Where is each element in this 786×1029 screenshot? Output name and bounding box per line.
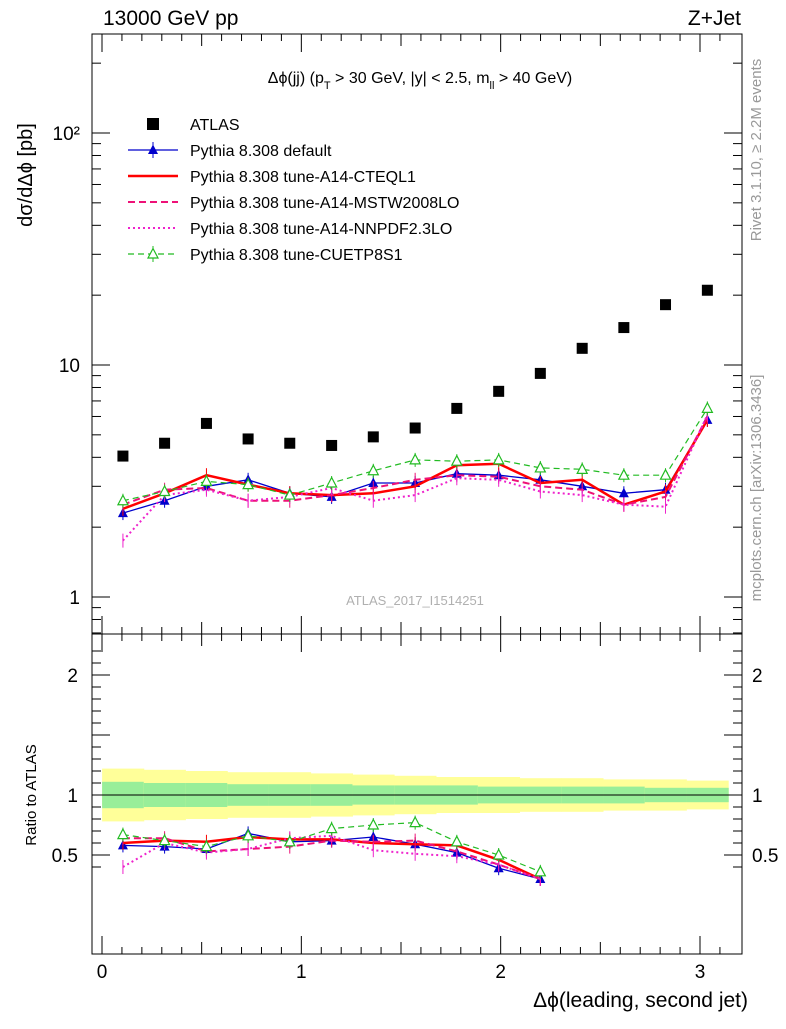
watermark: ATLAS_2017_I1514251	[346, 593, 484, 608]
legend-marker-default	[148, 145, 158, 155]
ratio-ytick-label-right: 0.5	[752, 846, 778, 867]
header-right: Z+Jet	[688, 7, 741, 30]
atlas-point	[326, 440, 337, 451]
xtick-label: 0	[97, 962, 108, 983]
main-point-cuetp8s1	[702, 403, 712, 413]
legend-entry-cuetp8s1: Pythia 8.308 tune-CUETP8S1	[128, 246, 403, 264]
main-ytick-label: 10²	[53, 124, 80, 145]
atlas-point	[243, 433, 254, 444]
atlas-point	[535, 368, 546, 379]
ratio-plot-area	[92, 769, 742, 886]
atlas-point	[660, 299, 671, 310]
main-point-cuetp8s1	[327, 478, 337, 488]
ratio-point-cuetp8s1	[118, 829, 128, 839]
atlas-point	[618, 322, 629, 333]
legend-label-default: Pythia 8.308 default	[190, 143, 332, 160]
side-label-mcplots: mcplots.cern.ch [arXiv:1306.3436]	[748, 375, 765, 602]
ratio-ytick-label-right: 2	[752, 666, 763, 687]
atlas-point	[159, 438, 170, 449]
legend-entry-mstw: Pythia 8.308 tune-A14-MSTW2008LO	[128, 195, 459, 212]
main-point-cuetp8s1	[619, 470, 629, 480]
atlas-point	[493, 386, 504, 397]
legend-entry-atlas: ATLAS	[147, 117, 240, 134]
atlas-point	[117, 451, 128, 462]
y-axis-label-main: dσ/dΔϕ [pb]	[15, 123, 37, 227]
legend-label-cuetp8s1: Pythia 8.308 tune-CUETP8S1	[190, 247, 403, 264]
main-title: Δϕ(jj) (pT > 30 GeV, |y| < 2.5, mll > 40…	[268, 70, 572, 92]
side-label-rivet: Rivet 3.1.10, ≥ 2.2M events	[748, 59, 765, 242]
atlas-point	[451, 403, 462, 414]
atlas-point	[201, 418, 212, 429]
x-axis-label: Δϕ(leading, second jet)	[533, 989, 748, 1012]
legend: ATLAS Pythia 8.308 default Pythia 8.308 tu…	[128, 117, 459, 264]
header-left: 13000 GeV pp	[103, 7, 238, 30]
ratio-panel: 0.5 0.5 1 1 2 2 0 1 2 3	[52, 634, 779, 983]
ratio-point-cuetp8s1	[368, 820, 378, 830]
main-ytick-label: 1	[69, 588, 80, 609]
legend-entry-default: Pythia 8.308 default	[128, 142, 332, 160]
atlas-point	[702, 285, 713, 296]
main-point-cuetp8s1	[452, 456, 462, 466]
ratio-point-cuetp8s1	[410, 817, 420, 827]
main-point-cuetp8s1	[494, 454, 504, 464]
xtick-label: 2	[495, 962, 506, 983]
atlas-point	[410, 423, 421, 434]
legend-label-cteql1: Pythia 8.308 tune-A14-CTEQL1	[190, 169, 416, 186]
legend-marker-cuetp8s1	[148, 249, 158, 259]
ratio-ytick-label-left: 0.5	[52, 846, 78, 867]
main-point-cuetp8s1	[661, 470, 671, 480]
main-point-cuetp8s1	[410, 454, 420, 464]
ratio-ytick-label-right: 1	[752, 786, 763, 807]
legend-entry-nnpdf: Pythia 8.308 tune-A14-NNPDF2.3LO	[128, 221, 452, 238]
main-ytick-label: 10	[59, 356, 80, 377]
xtick-label: 3	[695, 962, 706, 983]
main-plot-area	[117, 285, 712, 548]
ratio-point-cuetp8s1	[452, 836, 462, 846]
ratio-ytick-label-left: 1	[67, 786, 78, 807]
legend-entry-cteql1: Pythia 8.308 tune-A14-CTEQL1	[128, 169, 416, 186]
legend-label-atlas: ATLAS	[190, 117, 240, 134]
legend-marker-atlas	[147, 118, 159, 130]
atlas-point	[577, 343, 588, 354]
legend-label-nnpdf: Pythia 8.308 tune-A14-NNPDF2.3LO	[190, 221, 452, 238]
ratio-point-cuetp8s1	[327, 823, 337, 833]
legend-label-mstw: Pythia 8.308 tune-A14-MSTW2008LO	[190, 195, 459, 212]
atlas-point	[368, 431, 379, 442]
xtick-label: 1	[296, 962, 307, 983]
ratio-ytick-label-left: 2	[67, 666, 78, 687]
ratio-point-cuetp8s1	[535, 866, 545, 876]
atlas-point	[284, 438, 295, 449]
y-axis-label-ratio: Ratio to ATLAS	[23, 744, 40, 845]
